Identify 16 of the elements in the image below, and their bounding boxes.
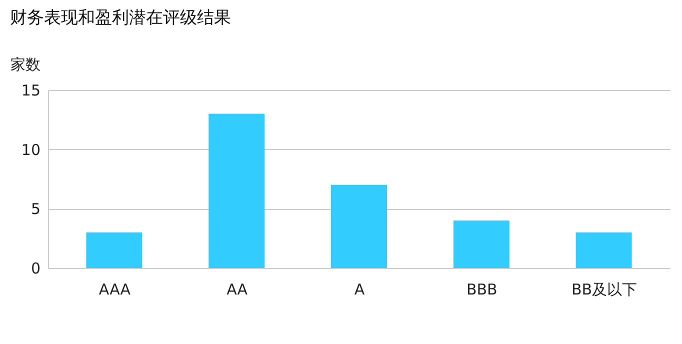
bar [208, 114, 265, 268]
y-tick-label: 10 [21, 140, 40, 159]
bar [576, 232, 632, 268]
y-tick-label: 5 [30, 200, 40, 218]
bar [86, 232, 142, 268]
bar [453, 220, 510, 268]
y-tick-label: 15 [21, 82, 40, 100]
x-tick-label: BBB [466, 280, 498, 298]
chart-title: 财务表现和盈利潜在评级结果 [10, 8, 231, 28]
x-tick-label: AAA [98, 280, 132, 298]
x-tick-label: A [354, 280, 366, 298]
x-tick-label: AA [226, 280, 248, 298]
y-axis-title: 家数 [10, 56, 40, 74]
x-tick-label: BB及以下 [572, 280, 638, 298]
y-tick-label: 0 [30, 260, 40, 278]
bar [331, 184, 387, 268]
